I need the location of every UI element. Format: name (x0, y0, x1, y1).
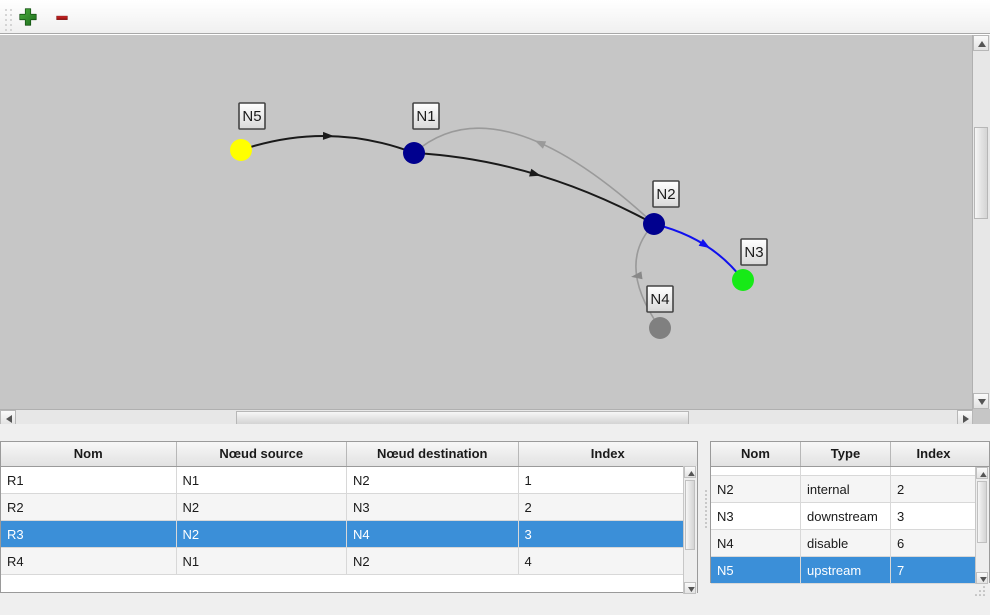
svg-text:N3: N3 (744, 244, 763, 261)
svg-text:N4: N4 (650, 291, 669, 308)
svg-text:N5: N5 (242, 108, 261, 125)
svg-text:N2: N2 (656, 186, 675, 203)
svg-text:N1: N1 (416, 108, 435, 125)
